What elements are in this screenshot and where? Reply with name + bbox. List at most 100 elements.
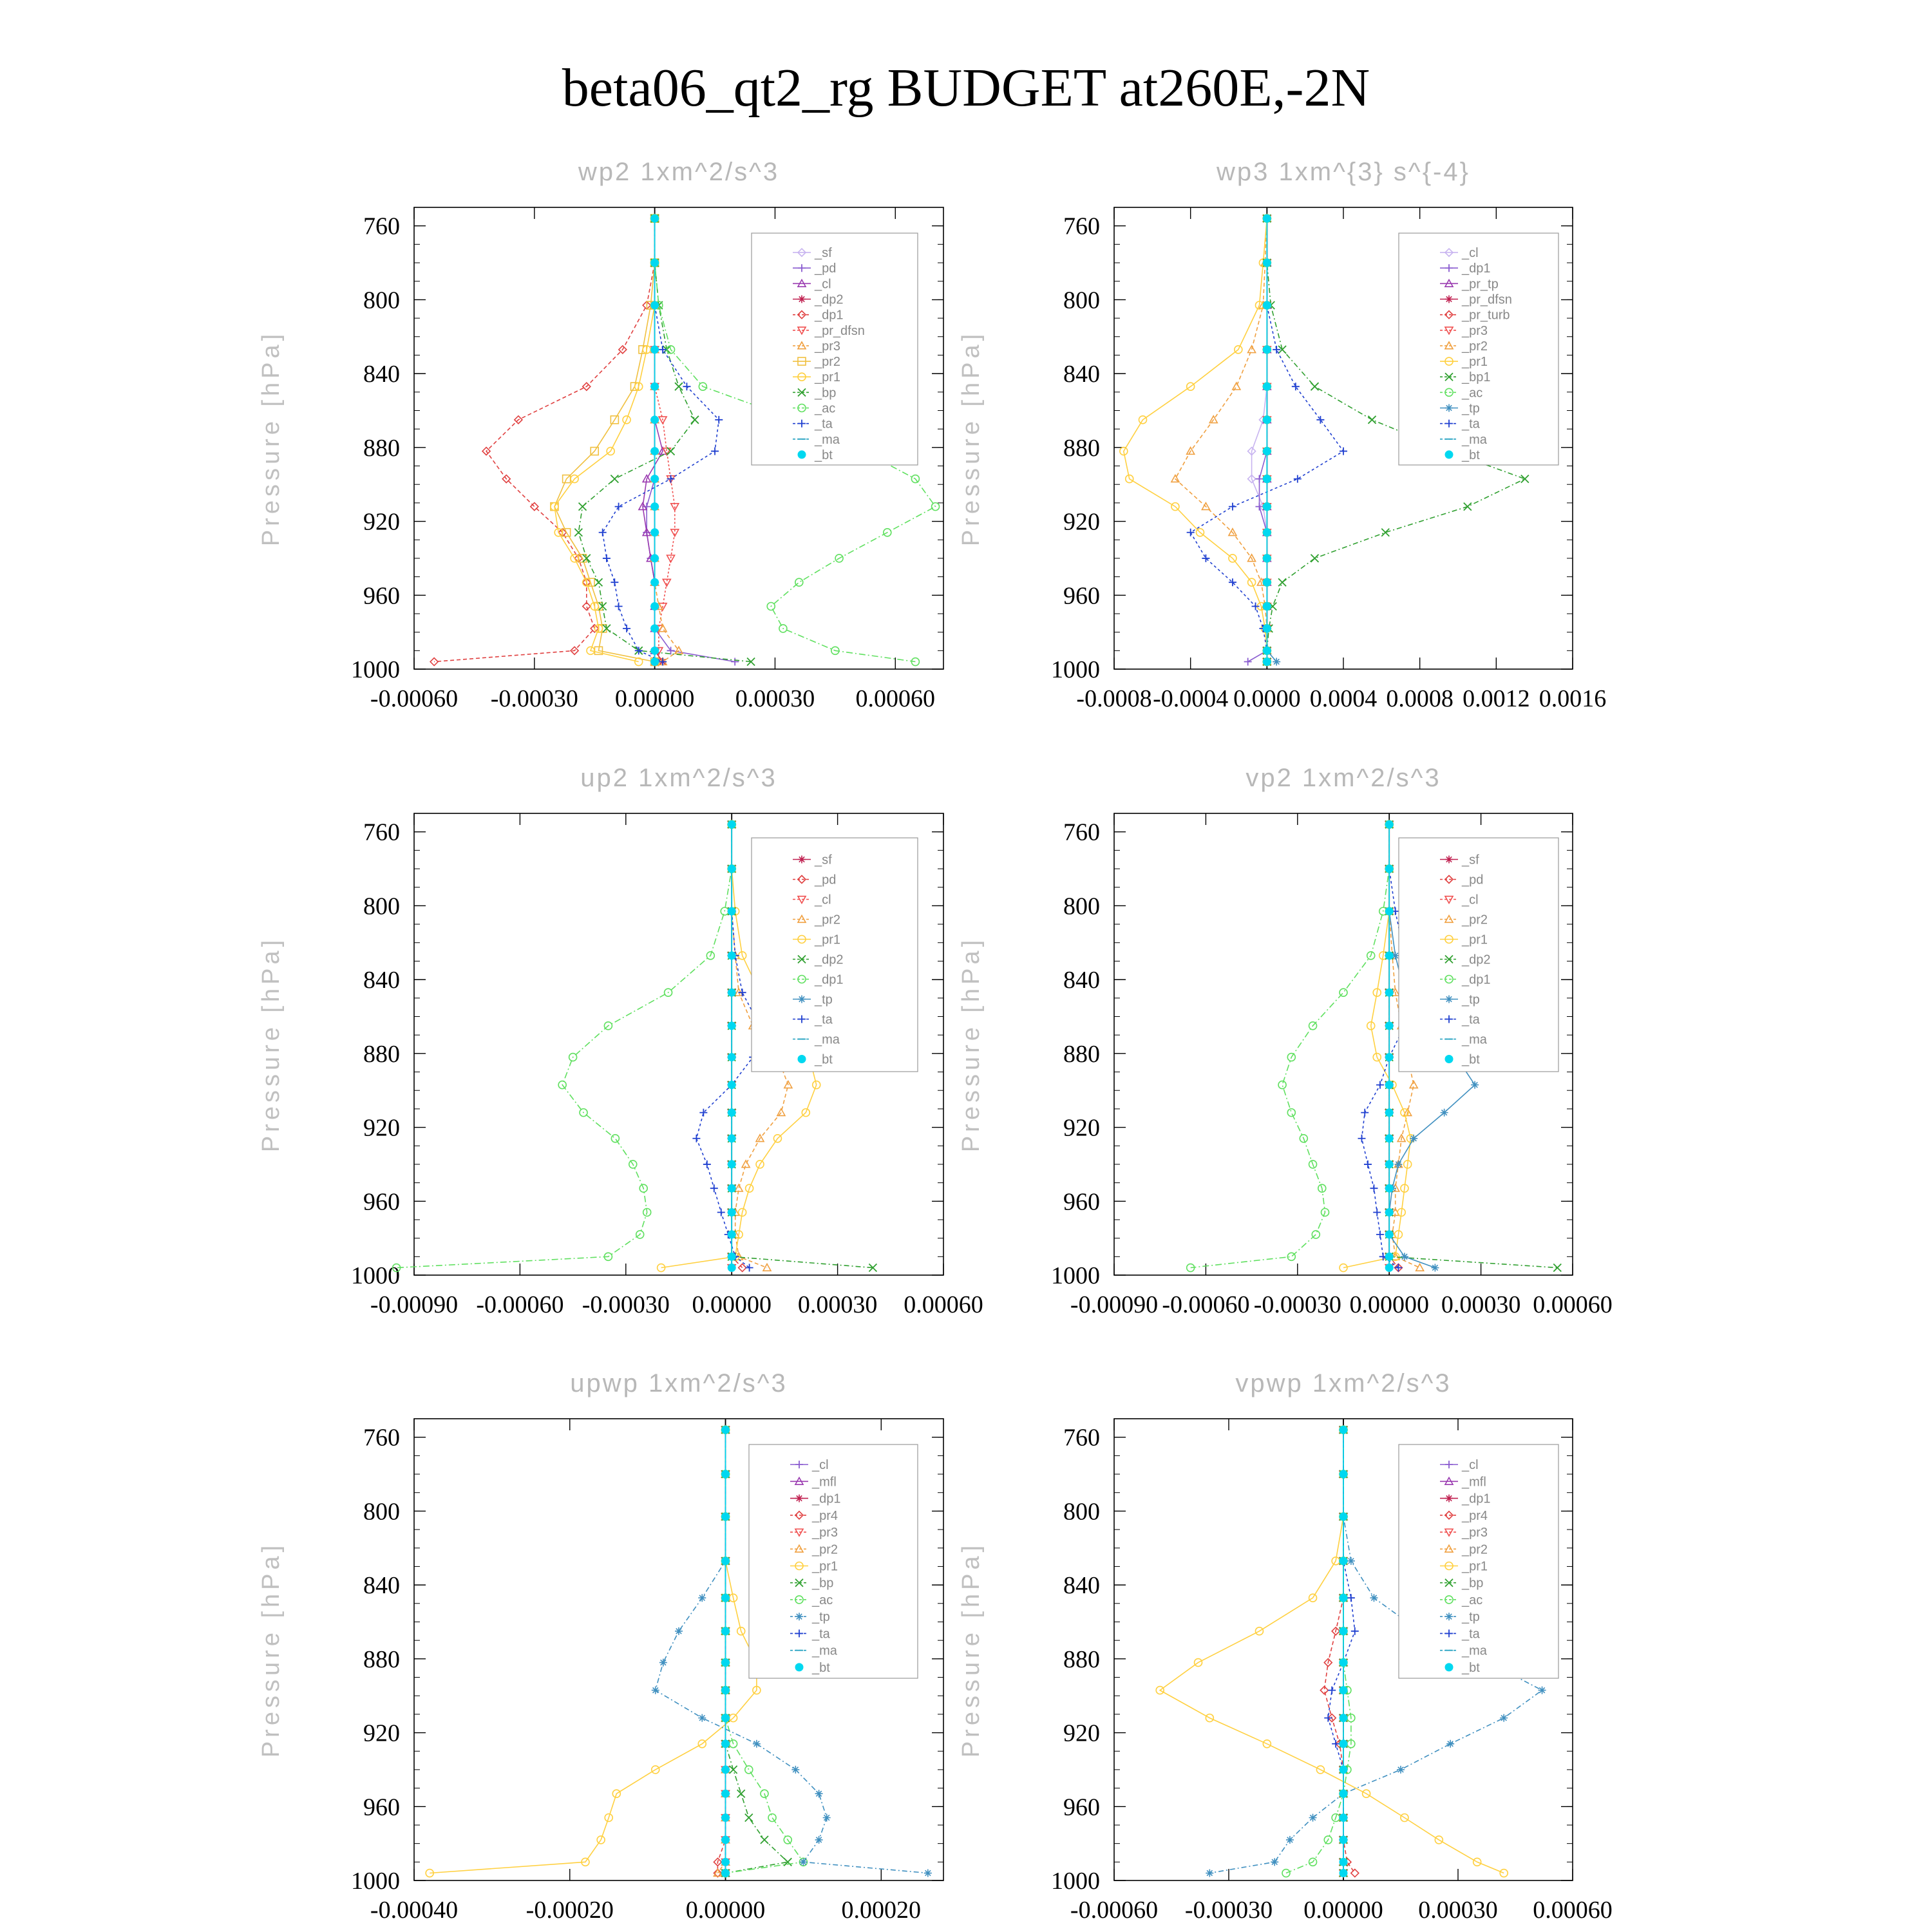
data-point xyxy=(1262,578,1271,587)
data-point xyxy=(1255,1627,1264,1636)
data-point xyxy=(737,1208,747,1217)
data-point xyxy=(1124,474,1134,484)
series-line xyxy=(654,218,663,662)
data-point xyxy=(931,502,940,511)
data-point xyxy=(744,1765,753,1774)
data-point xyxy=(727,907,736,916)
data-point xyxy=(728,1765,738,1774)
data-point xyxy=(721,1627,730,1636)
y-tick-label: 760 xyxy=(1063,213,1100,240)
data-point xyxy=(1320,1208,1330,1217)
data-point xyxy=(1358,1134,1366,1142)
series-bt xyxy=(727,820,736,1273)
y-tick-label: 880 xyxy=(1063,435,1100,462)
data-point xyxy=(570,554,579,563)
legend-label: _pr1 xyxy=(1461,933,1488,947)
series-pr2 xyxy=(550,214,659,667)
legend-box xyxy=(1398,232,1559,466)
y-tick-label: 960 xyxy=(1063,582,1100,609)
data-point xyxy=(1228,578,1236,587)
series-line xyxy=(554,218,656,663)
data-point xyxy=(1394,1230,1403,1239)
data-point xyxy=(1278,578,1287,587)
legend-label: _dp1 xyxy=(1461,261,1491,276)
data-point xyxy=(650,601,659,611)
y-axis-label: Pressure [hPa] xyxy=(258,330,285,546)
data-point xyxy=(1339,988,1348,997)
data-point xyxy=(713,1868,723,1878)
legend-marker xyxy=(797,327,807,336)
data-point xyxy=(1390,987,1401,996)
data-point xyxy=(590,623,600,634)
legend-marker xyxy=(1444,914,1454,923)
x-tick-label: 0.0016 xyxy=(1539,685,1607,712)
legend-label: _pr4 xyxy=(811,1509,838,1523)
legend-marker xyxy=(1444,450,1454,459)
data-point xyxy=(1415,1262,1425,1272)
data-point xyxy=(737,1263,747,1273)
data-point xyxy=(1247,578,1256,587)
data-point xyxy=(614,502,623,511)
data-point xyxy=(1376,1081,1384,1089)
legend-label: _pr1 xyxy=(814,933,840,947)
data-point xyxy=(911,474,920,484)
data-point xyxy=(430,657,439,667)
y-axis-label: Pressure [hPa] xyxy=(258,936,285,1152)
plot-frame xyxy=(413,207,944,670)
data-point xyxy=(650,415,659,424)
y-tick-label: 1000 xyxy=(1051,656,1100,683)
legend-box xyxy=(1398,1444,1559,1679)
data-point xyxy=(1201,501,1211,511)
data-point xyxy=(1331,1626,1341,1636)
series-pr4 xyxy=(713,1425,730,1878)
y-tick-label: 880 xyxy=(363,435,400,462)
x-tick-label: 0.00000 xyxy=(1349,1291,1429,1318)
legend-label: _bp xyxy=(811,1577,833,1591)
data-point xyxy=(1278,345,1287,354)
legend-marker xyxy=(797,372,806,382)
legend-marker xyxy=(1444,310,1454,319)
data-point xyxy=(727,951,736,960)
series-dp1 xyxy=(1186,820,1394,1273)
data-point xyxy=(623,624,631,632)
plot-frame xyxy=(413,813,944,1276)
data-point xyxy=(779,624,788,633)
legend: _cl_dp1_pr_tp _pr_dfsn_pr_turb_pr3_pr2_pr… xyxy=(1398,232,1559,466)
y-tick-label: 800 xyxy=(363,893,400,920)
y-axis-label: Pressure [hPa] xyxy=(958,1542,985,1757)
data-point xyxy=(1400,1108,1409,1117)
series-line xyxy=(396,824,732,1269)
data-point xyxy=(634,657,643,667)
series-pr2 xyxy=(713,1425,730,1877)
data-point xyxy=(1390,1251,1401,1260)
data-point xyxy=(1385,1108,1394,1117)
data-point xyxy=(650,624,659,633)
x-tick-label: 0.00030 xyxy=(735,685,815,712)
legend: _sf_pd_cl _dp2_dp1_pr_dfsn_pr3_pr2_pr1 _bp… xyxy=(751,232,918,466)
data-point xyxy=(650,502,659,511)
data-point xyxy=(1244,658,1252,666)
data-point xyxy=(1271,1858,1279,1866)
legend-label: _pr3 xyxy=(814,339,840,354)
series-bt xyxy=(1262,214,1271,667)
data-point xyxy=(1247,446,1256,456)
data-point xyxy=(721,1557,730,1566)
legend-marker xyxy=(797,247,807,258)
data-point xyxy=(731,658,739,666)
legend-marker xyxy=(798,855,806,864)
series-line xyxy=(1266,218,1526,662)
data-point xyxy=(1400,1253,1408,1261)
legend-marker xyxy=(1444,1510,1454,1520)
data-point xyxy=(1410,1134,1418,1142)
series-line xyxy=(1174,218,1268,662)
legend-marker xyxy=(1445,1494,1453,1502)
data-point xyxy=(831,646,840,656)
data-point xyxy=(670,529,680,538)
series-line xyxy=(1209,1430,1544,1874)
data-point xyxy=(703,1160,711,1168)
data-point xyxy=(558,1080,567,1090)
legend-label: _pr_dfsn xyxy=(1461,293,1512,307)
y-tick-label: 840 xyxy=(1063,361,1100,388)
legend-label: _tp xyxy=(1461,993,1480,1007)
data-point xyxy=(392,1263,401,1273)
